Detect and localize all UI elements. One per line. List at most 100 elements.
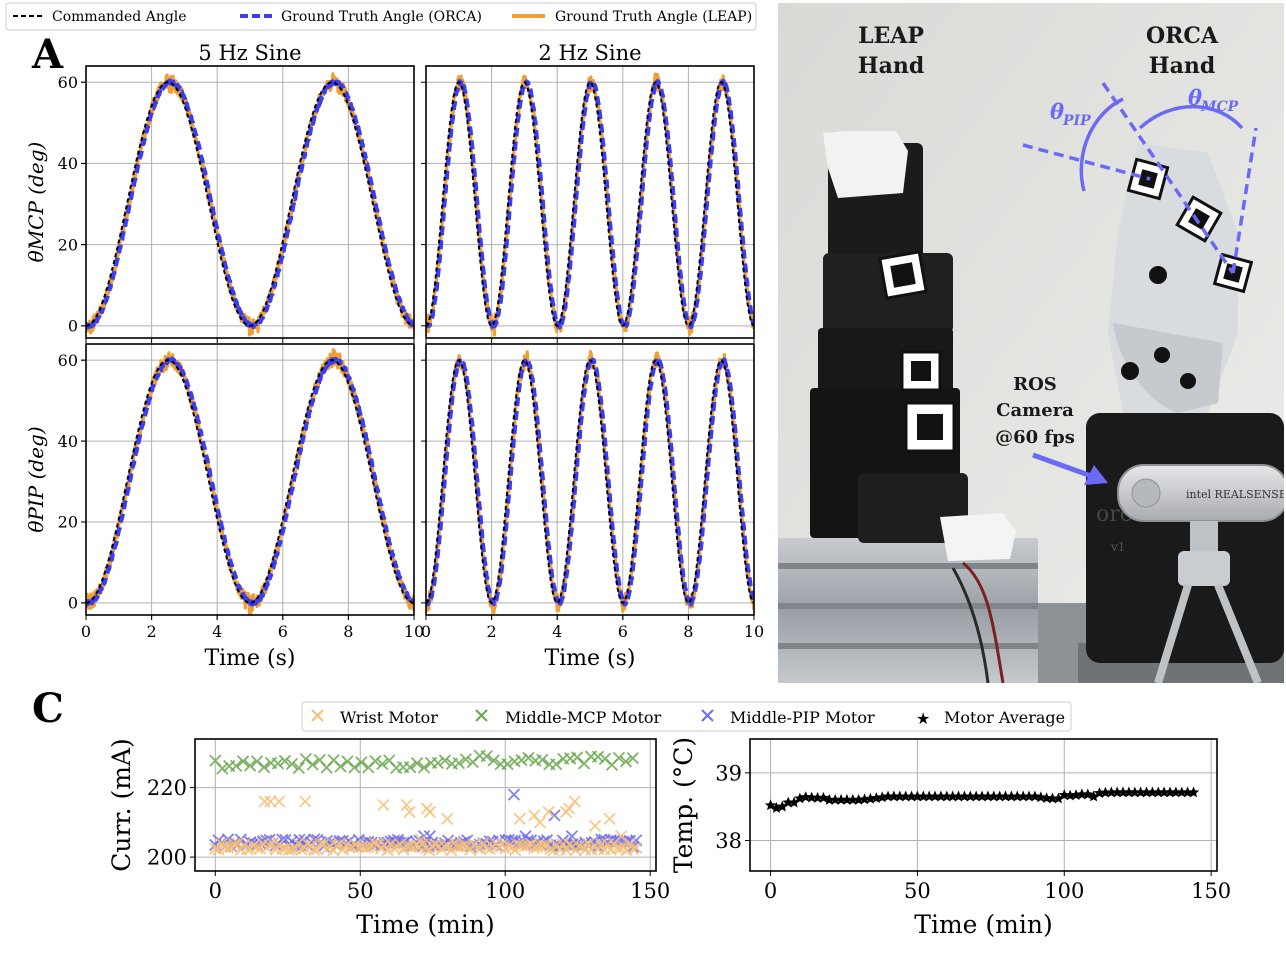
wrist-marker-stroke-b xyxy=(228,838,241,851)
subplot-pip-5hz: 0 2 4 6 8 10 0 20 40 60 Time (s) θPIP (deg) xyxy=(24,343,424,671)
wrist-marker xyxy=(438,840,452,853)
mcp-marker xyxy=(278,754,292,768)
y-tick-label: 20 xyxy=(58,513,78,532)
mcp-marker xyxy=(243,759,257,772)
avg-star-marker xyxy=(1176,786,1188,798)
top-legend: Commanded Angle Ground Truth Angle (ORCA… xyxy=(5,2,757,31)
wrist-marker xyxy=(518,840,531,853)
subplot-mcp-2hz: 2 Hz Sine xyxy=(421,41,755,343)
wrist-marker-outlier-stroke-b xyxy=(272,795,286,808)
wrist-marker-outlier-stroke-b xyxy=(264,795,277,808)
avg-star-marker xyxy=(1111,786,1123,798)
mcp-marker xyxy=(438,754,452,767)
mcp-marker-stroke-b xyxy=(459,753,472,766)
series-leap-line xyxy=(426,72,754,337)
wrist-marker-outlier-stroke-b xyxy=(415,833,428,846)
x-tick-label: 150 xyxy=(1191,879,1231,903)
avg-star-marker xyxy=(853,793,865,805)
wrist-marker-stroke-b xyxy=(212,843,225,856)
wrist-marker-stroke-b xyxy=(614,841,627,855)
realsense-camera: intel REALSENSE xyxy=(1117,464,1284,683)
plot-area xyxy=(86,348,414,615)
series-leap-line xyxy=(86,348,414,615)
mcp-marker-stroke-b xyxy=(250,755,264,768)
orca-label-line2: Hand xyxy=(1149,53,1215,79)
wrist-marker-outlier xyxy=(299,795,312,808)
wrist-marker xyxy=(314,837,327,850)
wrist-marker-outlier xyxy=(533,816,547,829)
wrist-marker-outlier-stroke-b xyxy=(299,795,312,808)
y-tick-label: 39 xyxy=(715,761,742,785)
avg-star-marker xyxy=(1035,791,1047,803)
mcp-marker-stroke-b xyxy=(515,753,528,767)
axes-frame xyxy=(749,738,1218,872)
avg-star-marker xyxy=(1040,792,1053,803)
wrist-marker-stroke-b xyxy=(582,837,595,851)
avg-star-marker xyxy=(1105,786,1117,798)
mcp-marker xyxy=(376,757,389,771)
top-legend-frame xyxy=(5,2,757,31)
legend-commanded-label: Commanded Angle xyxy=(52,9,187,25)
joint-angle-annotations xyxy=(1022,82,1258,274)
mcp-marker-stroke-b xyxy=(327,754,340,767)
wrist-marker xyxy=(212,843,225,856)
wrist-marker-outlier xyxy=(615,830,628,843)
wrist-marker-stroke-b xyxy=(544,842,557,855)
panel-label-c: C xyxy=(32,685,64,732)
series-orca-line xyxy=(426,78,754,330)
wrist-marker-stroke-b xyxy=(556,837,570,851)
wrist-marker-stroke-b xyxy=(231,837,244,850)
series-leap-line xyxy=(86,72,414,337)
theta-mcp-label: θ MCP xyxy=(1188,85,1239,115)
avg-star-marker xyxy=(970,790,982,802)
y-tick-label: 220 xyxy=(147,776,187,800)
wrist-marker xyxy=(429,838,442,852)
mcp-marker xyxy=(431,756,445,770)
avg-star-marker xyxy=(958,790,971,802)
mcp-marker-stroke-b xyxy=(383,754,396,767)
avg-star-marker xyxy=(982,790,994,802)
avg-star-marker xyxy=(811,791,824,803)
avg-star-marker xyxy=(964,790,976,802)
mcp-marker-stroke-b xyxy=(550,758,563,771)
mcp-marker xyxy=(299,752,312,766)
mcp-marker-stroke-b xyxy=(236,755,250,768)
x-tick-label: 8 xyxy=(343,622,353,641)
wrist-marker-stroke-b xyxy=(528,842,541,855)
y-axis-label: Curr. (mA) xyxy=(107,738,136,872)
mcp-marker xyxy=(536,753,549,766)
y-axis-label: θPIP (deg) xyxy=(24,426,48,532)
pip-marker-outlier-stroke-b xyxy=(293,833,306,846)
mcp-marker-stroke-b xyxy=(598,752,612,765)
legend-wrist-marker xyxy=(311,709,324,722)
wrist-marker-stroke-b xyxy=(371,837,385,851)
wrist-marker-stroke-b xyxy=(343,841,356,854)
wrist-marker-stroke-b xyxy=(209,842,222,855)
y-tick-label: 40 xyxy=(58,432,78,451)
y-axis-label: Temp. (°C) xyxy=(669,737,698,873)
x-tick-label: 8 xyxy=(683,622,693,641)
avg-star-marker xyxy=(876,791,888,803)
avg-star-marker xyxy=(1087,790,1100,802)
x-tick-label: 50 xyxy=(347,879,374,903)
wrist-marker-outlier-stroke-b xyxy=(603,812,616,826)
mcp-marker-stroke-b xyxy=(313,753,326,767)
mcp-marker xyxy=(236,755,250,768)
series-commanded-line xyxy=(86,359,414,604)
mcp-marker xyxy=(369,754,382,768)
avg-star-marker xyxy=(788,796,800,808)
x-tick-label: 6 xyxy=(618,622,628,641)
y-axis-label: θMCP (deg) xyxy=(24,142,48,263)
wrist-marker xyxy=(626,842,640,856)
mcp-marker-stroke-b xyxy=(619,755,632,768)
mcp-marker-stroke-b xyxy=(334,760,347,773)
axes-frame xyxy=(85,343,415,616)
wrist-marker-stroke-b xyxy=(266,837,279,850)
mcp-marker xyxy=(459,753,472,766)
mcp-marker-stroke-b xyxy=(348,761,361,774)
series-commanded-line xyxy=(426,359,754,604)
theta-mcp-symbol: θ xyxy=(1188,85,1202,110)
wrist-marker xyxy=(241,843,254,856)
x-tick-label: 10 xyxy=(744,622,764,641)
subplot-temperature: 0 50 100 150 38 39 Time (min) Temp. (°C) xyxy=(669,737,1231,939)
